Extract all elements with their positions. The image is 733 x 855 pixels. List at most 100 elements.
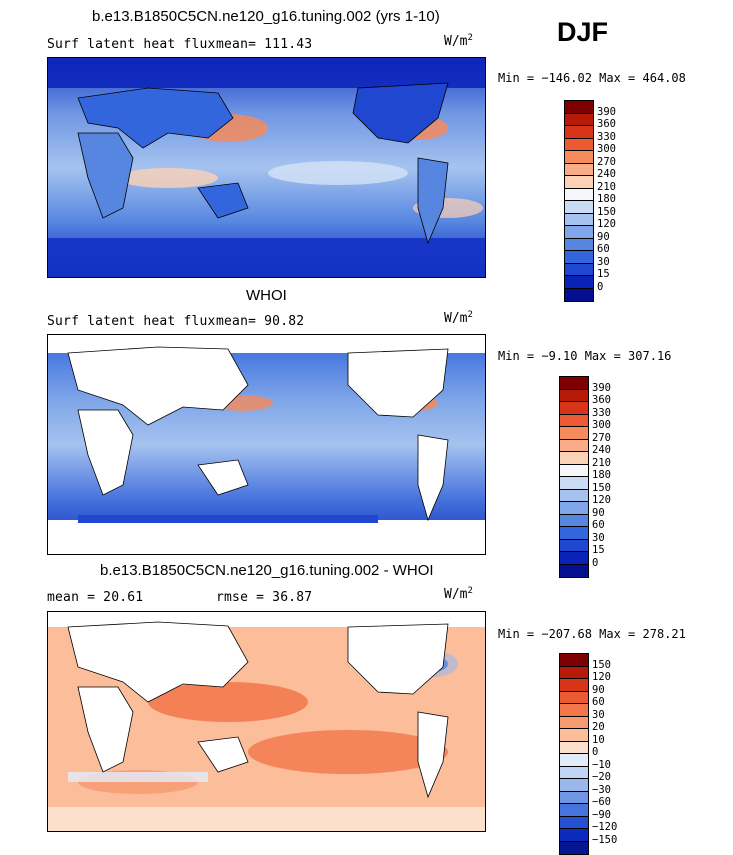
colorbar-swatch <box>565 201 593 214</box>
colorbar-swatch <box>560 654 588 667</box>
colorbar-tick-label: 15 <box>597 268 610 280</box>
colorbar-tick-label: 90 <box>597 230 610 243</box>
panel-2-units: W/m2 <box>444 310 473 326</box>
colorbar-tick-label: −20 <box>592 771 611 783</box>
panel-1-variable: Surf latent heat flux <box>47 37 216 52</box>
panel-3-units: W/m2 <box>444 586 473 602</box>
colorbar-swatch <box>560 841 588 854</box>
colorbar-tick-label: −10 <box>592 758 611 771</box>
panel-2-map-svg <box>48 335 485 554</box>
colorbar-swatch <box>560 539 588 552</box>
colorbar-swatch <box>560 414 588 427</box>
panel-2-mean: mean= 90.82 <box>216 314 305 329</box>
colorbar-tick-label: 360 <box>592 394 611 406</box>
colorbar-swatch <box>560 464 588 477</box>
colorbar-swatch <box>565 163 593 176</box>
panel-3-map-svg <box>48 612 485 831</box>
panel-3-minmax: Min = −207.68 Max = 278.21 <box>498 627 686 641</box>
colorbar-swatch <box>560 452 588 465</box>
colorbar-swatch <box>565 101 593 114</box>
colorbar-tick-label: 10 <box>592 733 605 746</box>
colorbar-tick-label: 0 <box>592 556 599 569</box>
colorbar-swatch <box>565 276 593 289</box>
colorbar-tick-label: 150 <box>592 481 611 494</box>
colorbar-tick-label: 60 <box>592 696 605 708</box>
colorbar-tick-label: 270 <box>592 431 611 444</box>
colorbar-tick-label: 180 <box>592 469 611 481</box>
colorbar-tick-label: 60 <box>597 243 610 255</box>
colorbar-swatch <box>560 729 588 742</box>
colorbar-tick-label: 150 <box>597 205 616 218</box>
colorbar-swatch <box>560 791 588 804</box>
colorbar-tick-label: 300 <box>592 419 611 431</box>
colorbar-tick-label: 270 <box>597 155 616 168</box>
colorbar-swatch <box>560 427 588 440</box>
panel-1-map <box>47 57 486 278</box>
panel-2-title: WHOI <box>246 287 287 304</box>
colorbar-swatch <box>560 741 588 754</box>
colorbar-tick-label: 390 <box>592 381 611 394</box>
colorbar-swatch <box>560 514 588 527</box>
season-label: DJF <box>557 17 609 47</box>
colorbar-tick-label: −60 <box>592 796 611 808</box>
colorbar-tick-label: 300 <box>597 143 616 155</box>
colorbar-swatch <box>560 704 588 717</box>
colorbar-tick-label: 330 <box>592 406 611 419</box>
colorbar-tick-label: 240 <box>597 168 616 180</box>
colorbar-swatch <box>560 804 588 817</box>
panel-3-colorbar <box>559 653 589 855</box>
colorbar-tick-label: −90 <box>592 808 611 821</box>
colorbar-tick-label: 20 <box>592 721 605 733</box>
colorbar-tick-label: 210 <box>592 456 611 469</box>
panel-1-minmax: Min = −146.02 Max = 464.08 <box>498 71 686 85</box>
colorbar-tick-label: 120 <box>592 494 611 506</box>
colorbar-swatch <box>560 564 588 577</box>
colorbar-swatch <box>565 151 593 164</box>
colorbar-swatch <box>560 439 588 452</box>
panel-1-units: W/m2 <box>444 33 473 49</box>
colorbar-swatch <box>565 226 593 239</box>
colorbar-swatch <box>565 263 593 276</box>
colorbar-tick-label: 120 <box>597 218 616 230</box>
panel-2-variable: Surf latent heat flux <box>47 314 216 329</box>
panel-1-mean: mean= 111.43 <box>216 37 313 52</box>
colorbar-swatch <box>560 402 588 415</box>
colorbar-tick-label: 0 <box>592 746 599 758</box>
colorbar-swatch <box>560 779 588 792</box>
panel-3-mean: mean = 20.61 <box>47 590 144 605</box>
colorbar-tick-label: 30 <box>592 531 605 544</box>
colorbar-swatch <box>565 188 593 201</box>
colorbar-swatch <box>565 288 593 301</box>
colorbar-swatch <box>560 502 588 515</box>
colorbar-tick-label: 30 <box>597 255 610 268</box>
colorbar-tick-label: −30 <box>592 783 611 796</box>
colorbar-tick-label: 180 <box>597 193 616 205</box>
colorbar-swatch <box>565 138 593 151</box>
colorbar-swatch <box>560 816 588 829</box>
colorbar-swatch <box>560 754 588 767</box>
colorbar-tick-label: 90 <box>592 683 605 696</box>
colorbar-swatch <box>560 389 588 402</box>
colorbar-swatch <box>560 477 588 490</box>
panel-3-rmse: rmse = 36.87 <box>216 590 313 605</box>
panel-3-title: b.e13.B1850C5CN.ne120_g16.tuning.002 - W… <box>100 562 434 579</box>
colorbar-tick-label: 30 <box>592 708 605 721</box>
colorbar-tick-label: 390 <box>597 105 616 118</box>
panel-2-minmax: Min = −9.10 Max = 307.16 <box>498 349 672 363</box>
panel-2-colorbar <box>559 376 589 578</box>
colorbar-swatch <box>565 113 593 126</box>
colorbar-tick-label: 15 <box>592 544 605 556</box>
colorbar-tick-label: 150 <box>592 658 611 671</box>
colorbar-tick-label: −150 <box>592 833 618 846</box>
panel-3-map <box>47 611 486 832</box>
colorbar-tick-label: 120 <box>592 671 611 683</box>
colorbar-swatch <box>560 679 588 692</box>
colorbar-swatch <box>560 377 588 390</box>
colorbar-tick-label: 210 <box>597 180 616 193</box>
panel-2-map <box>47 334 486 555</box>
panel-1-map-svg <box>48 58 485 277</box>
colorbar-tick-label: 0 <box>597 280 604 293</box>
colorbar-swatch <box>560 527 588 540</box>
colorbar-swatch <box>565 126 593 139</box>
panel-1-colorbar <box>564 100 594 302</box>
